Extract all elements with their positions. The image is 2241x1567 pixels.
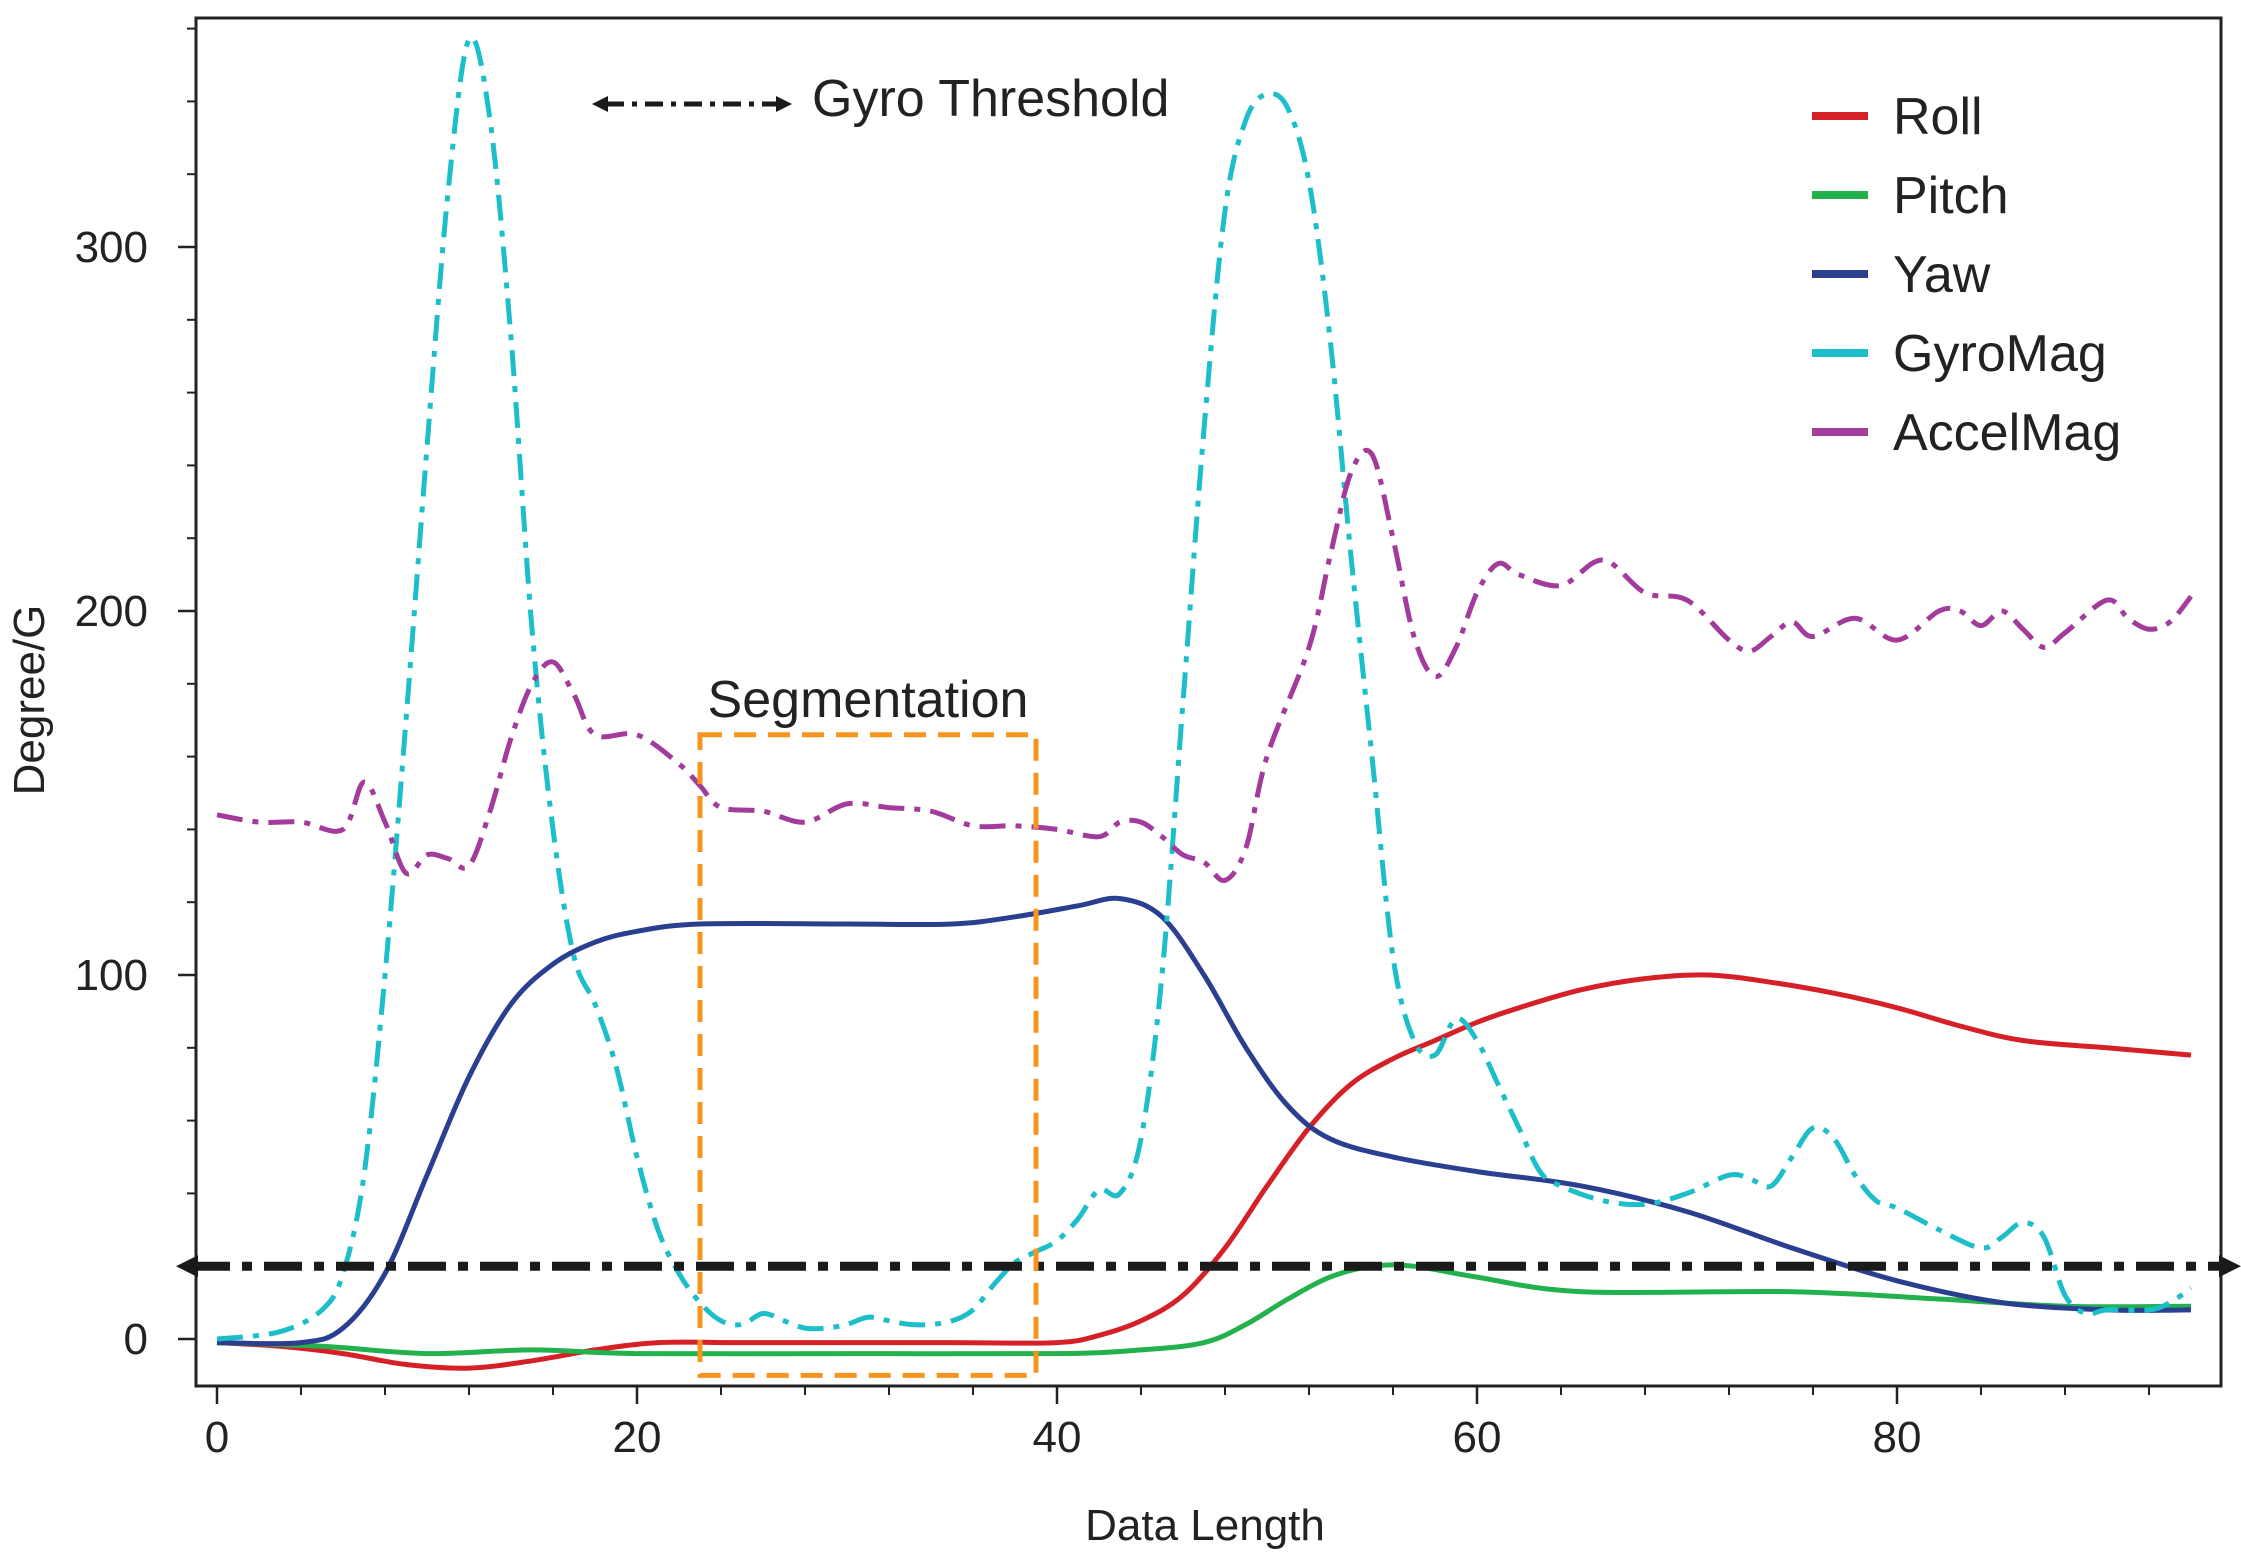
y-axis-label: Degree/G bbox=[5, 605, 54, 796]
gyro-threshold-label: Gyro Threshold bbox=[812, 70, 1169, 128]
threshold-arrow-right bbox=[2219, 1255, 2241, 1278]
legend: Roll Pitch Yaw GyroMag AccelMag bbox=[1812, 88, 2121, 462]
threshold-legend-arrow-right bbox=[776, 96, 792, 112]
x-tick-label: 0 bbox=[205, 1413, 229, 1462]
y-tick-label: 100 bbox=[75, 951, 148, 1000]
ticks-layer: 0 20 40 60 80 0 100 200 300 bbox=[75, 27, 2150, 1462]
series-line-pitch bbox=[216, 1262, 2192, 1357]
threshold-legend-arrow-left bbox=[592, 96, 608, 112]
x-axis-label: Data Length bbox=[1085, 1501, 1325, 1550]
legend-label-gyromag: GyroMag bbox=[1893, 325, 2107, 383]
series-line-gyromag bbox=[216, 35, 2193, 1342]
y-tick-label: 0 bbox=[124, 1315, 148, 1364]
y-tick-label: 200 bbox=[75, 587, 148, 636]
legend-label-roll: Roll bbox=[1893, 88, 1983, 146]
series-line-yaw bbox=[216, 895, 2192, 1347]
legend-label-pitch: Pitch bbox=[1893, 167, 2009, 225]
threshold-arrow-left bbox=[176, 1255, 198, 1278]
x-tick-label: 40 bbox=[1033, 1413, 1082, 1462]
series-line-accelmag bbox=[216, 447, 2193, 883]
x-tick-label: 80 bbox=[1873, 1413, 1922, 1462]
segmentation-box bbox=[697, 732, 1039, 1378]
annotation-layer: Gyro Threshold Segmentation bbox=[176, 70, 2241, 1378]
x-tick-label: 60 bbox=[1453, 1413, 1502, 1462]
legend-label-accelmag: AccelMag bbox=[1893, 404, 2121, 462]
segmentation-label: Segmentation bbox=[708, 671, 1029, 729]
x-tick-label: 20 bbox=[613, 1413, 662, 1462]
plot-frame bbox=[194, 16, 2223, 1388]
series-layer bbox=[216, 35, 2193, 1371]
y-tick-label: 300 bbox=[75, 223, 148, 272]
legend-label-yaw: Yaw bbox=[1893, 246, 1991, 304]
